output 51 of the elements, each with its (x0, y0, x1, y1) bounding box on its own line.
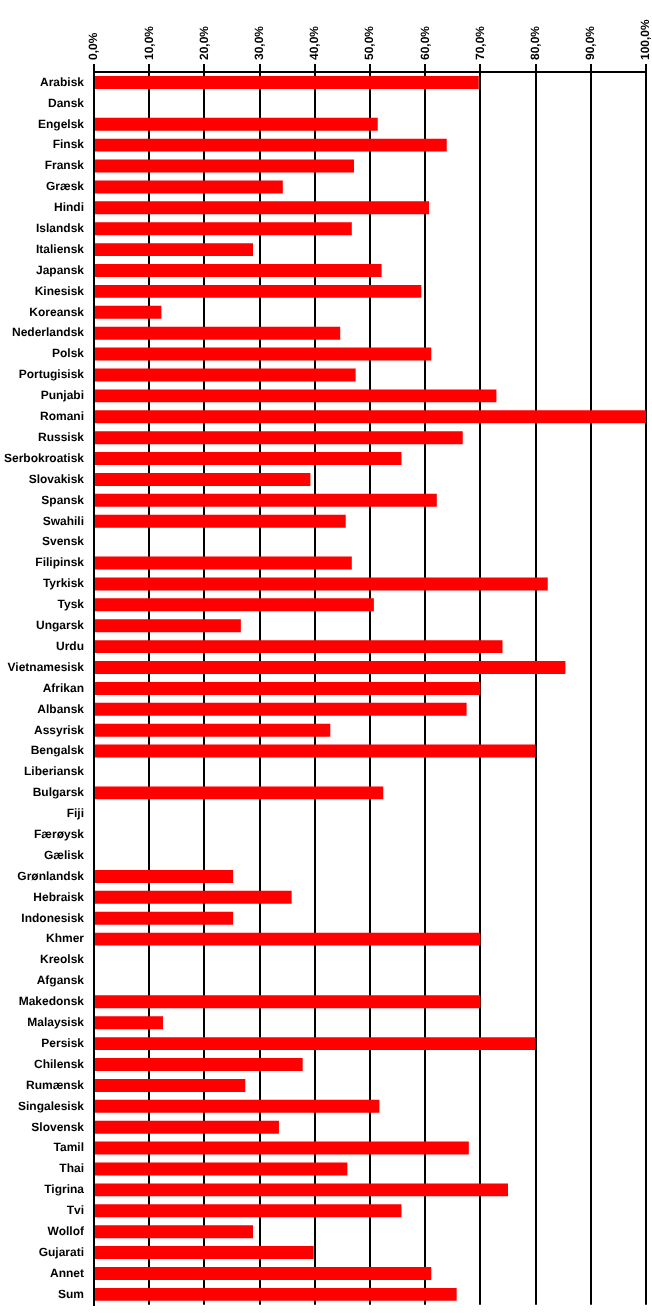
bar (95, 1099, 380, 1113)
bar (95, 305, 162, 319)
bar (95, 1246, 314, 1260)
bar (95, 514, 346, 528)
bar (95, 159, 355, 173)
bar (95, 932, 481, 946)
bar (95, 869, 234, 883)
bar (95, 640, 503, 654)
bar (95, 556, 352, 570)
bar (95, 1183, 509, 1197)
bar (95, 1058, 303, 1071)
bar (95, 577, 548, 591)
bar (95, 1078, 246, 1092)
bar (95, 681, 481, 695)
bar (95, 472, 311, 486)
bar (95, 911, 234, 925)
bar (95, 702, 467, 716)
bar (95, 1287, 457, 1301)
bar (95, 723, 331, 737)
bar (95, 786, 384, 800)
bar (95, 1204, 402, 1218)
bar (95, 1141, 469, 1155)
bar (95, 1225, 253, 1239)
bar (95, 452, 402, 466)
bar (95, 201, 430, 215)
bar (95, 619, 241, 633)
bar (95, 661, 566, 674)
bar (95, 117, 378, 131)
bar (95, 890, 292, 904)
bar (95, 410, 646, 424)
bar (95, 326, 341, 340)
bar (95, 389, 497, 403)
bar (95, 1037, 536, 1051)
bar (95, 180, 283, 194)
bar (95, 243, 253, 257)
bar (95, 368, 356, 382)
bar (95, 1266, 432, 1280)
bar (95, 598, 374, 612)
bar (95, 284, 422, 298)
bar (95, 431, 463, 445)
bar (95, 264, 382, 277)
bar (95, 1016, 164, 1030)
bar (95, 1120, 279, 1134)
bar (95, 1162, 348, 1176)
bar (95, 995, 481, 1009)
bar (95, 744, 536, 758)
bar (95, 493, 437, 507)
bar (95, 75, 479, 89)
bar (95, 222, 352, 236)
bar (95, 347, 432, 361)
bar (95, 138, 447, 152)
